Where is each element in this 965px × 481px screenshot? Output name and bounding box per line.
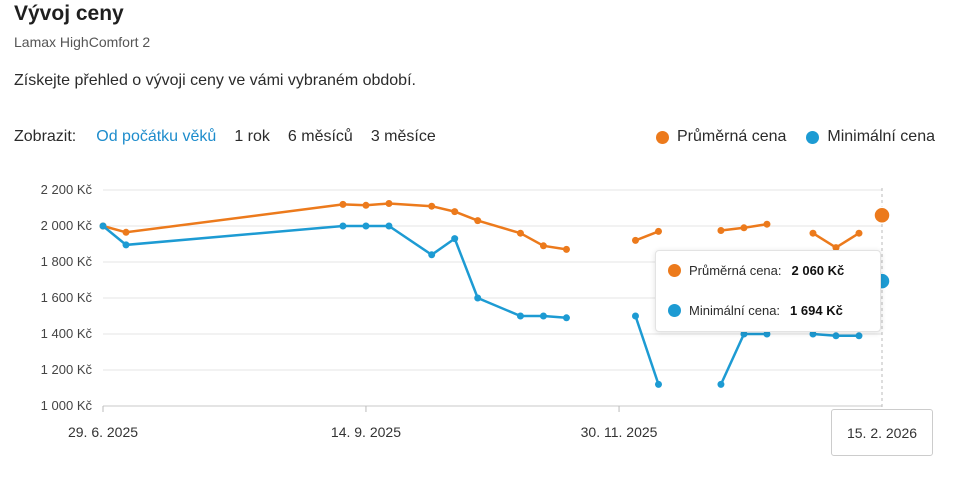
data-point-minimum [362, 222, 370, 230]
data-point-minimum [451, 235, 459, 243]
data-point-minimum [516, 312, 524, 320]
range-option-all[interactable]: Od počátku věků [96, 128, 217, 145]
minimum-dot-icon [806, 130, 820, 144]
data-point-minimum [339, 222, 347, 230]
highlight-point-average [873, 206, 891, 224]
description: Získejte přehled o vývoji ceny ve vámi v… [14, 72, 416, 89]
legend-label-average: Průměrná cena [677, 128, 787, 145]
y-tick-label: 2 000 Kč [41, 218, 93, 233]
data-point-minimum [631, 312, 639, 320]
x-tick-label: 14. 9. 2025 [331, 424, 401, 440]
range-label: Zobrazit: [14, 128, 77, 145]
series-line-minimum [634, 315, 660, 385]
data-point-average [763, 220, 771, 228]
data-point-minimum [562, 314, 570, 322]
legend-label-minimum: Minimální cena [827, 128, 935, 145]
page-title: Vývoj ceny [14, 2, 124, 25]
series-line-minimum [719, 332, 767, 385]
legend-item-average[interactable]: Průměrná cena [656, 128, 786, 146]
y-tick-label: 1 200 Kč [41, 362, 93, 377]
series-line-minimum [102, 224, 567, 320]
data-point-average [539, 242, 547, 250]
y-tick-label: 2 200 Kč [41, 182, 93, 197]
average-dot-icon [656, 130, 669, 144]
range-selector: Zobrazit: Od počátku věků 1 rok 6 měsíců… [14, 128, 454, 146]
data-point-minimum [654, 380, 662, 388]
data-point-minimum [717, 380, 725, 388]
tooltip-minimum-label: Minimální cena: [689, 303, 781, 318]
data-point-minimum [832, 332, 840, 340]
data-point-minimum [763, 330, 771, 338]
data-point-average [362, 201, 370, 209]
y-tick-label: 1 400 Kč [41, 326, 93, 341]
data-point-average [654, 227, 662, 235]
data-point-average [855, 229, 863, 237]
data-point-average [428, 202, 436, 210]
data-point-average [717, 227, 725, 234]
tooltip-minimum-value: 1 694 Kč [790, 303, 843, 318]
data-point-minimum [474, 294, 482, 302]
data-point-average [740, 224, 748, 232]
legend-item-minimum[interactable]: Minimální cena [806, 128, 935, 146]
data-point-minimum [740, 330, 748, 338]
data-point-average [385, 200, 393, 207]
tooltip-average-label: Průměrná cena: [689, 263, 782, 278]
range-option-6-months[interactable]: 6 měsíců [287, 128, 353, 145]
y-tick-label: 1 800 Kč [41, 254, 93, 269]
chart-legend: Průměrná cena Minimální cena [636, 128, 935, 146]
data-point-average [631, 236, 639, 244]
crosshair-date-label: 15. 2. 2026 [831, 409, 933, 456]
price-chart: 2 200 Kč 2 000 Kč 1 800 Kč 1 600 Kč 1 400 Kč… [41, 182, 891, 440]
data-point-average [832, 244, 840, 252]
data-point-average [122, 228, 130, 236]
data-point-minimum [122, 241, 130, 249]
x-tick-label: 30. 11. 2025 [581, 424, 658, 440]
data-point-minimum [428, 251, 436, 259]
chart-tooltip: Průměrná cena: 2 060 Kč Minimální cena: … [655, 250, 881, 332]
y-tick-label: 1 000 Kč [41, 398, 93, 413]
range-option-3-months[interactable]: 3 měsíce [370, 128, 436, 145]
tooltip-average-value: 2 060 Kč [791, 263, 845, 278]
data-point-minimum [539, 312, 547, 320]
data-point-average [451, 208, 459, 216]
data-point-minimum [99, 222, 107, 230]
range-option-1-year[interactable]: 1 rok [234, 128, 270, 145]
data-point-minimum [385, 222, 393, 230]
average-dot-icon [668, 264, 681, 277]
data-point-average [516, 229, 524, 237]
data-point-minimum [809, 330, 817, 338]
product-name: Lamax HighComfort 2 [14, 34, 151, 50]
data-point-average [474, 217, 482, 225]
series-line-average [635, 230, 659, 242]
data-point-average [339, 200, 347, 208]
data-point-minimum [855, 332, 863, 340]
tooltip-row-average: Průměrná cena: 2 060 Kč [668, 263, 844, 278]
y-tick-label: 1 600 Kč [41, 290, 93, 305]
x-tick-label: 29. 6. 2025 [68, 424, 138, 440]
tooltip-row-minimum: Minimální cena: 1 694 Kč [668, 303, 843, 318]
data-point-average [809, 229, 817, 237]
data-point-average [562, 245, 570, 253]
minimum-dot-icon [668, 304, 681, 317]
